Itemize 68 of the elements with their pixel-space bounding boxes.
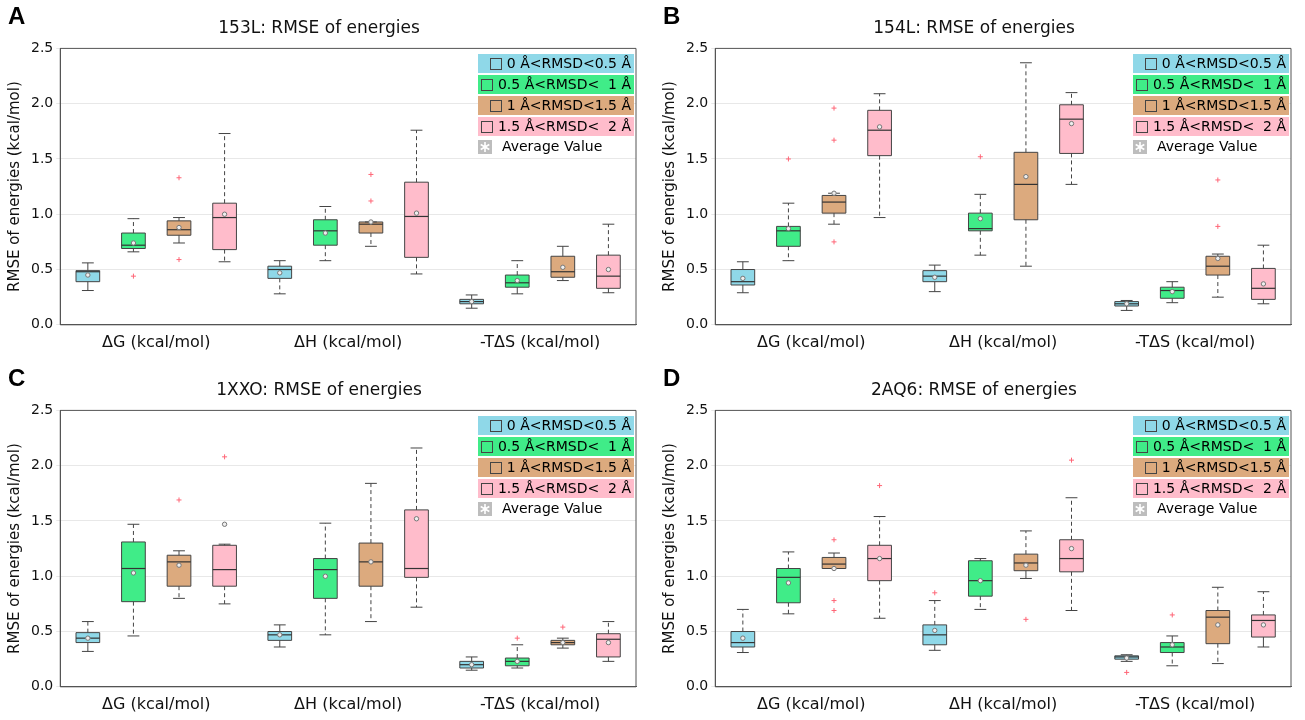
annotation: Average Value	[1156, 500, 1258, 518]
y-tick-label: 1.0	[686, 566, 709, 583]
x-tick-label: ΔH (kcal/mol)	[949, 693, 1058, 713]
legend-label: 0 Å<RMSD<0.5 Å	[506, 55, 631, 73]
x-tick-label: ΔG (kcal/mol)	[102, 331, 211, 351]
y-axis-title: RMSE of energies (kcal/mol)	[659, 81, 678, 292]
y-tick-label: 0.0	[686, 315, 709, 332]
chart-title: 2AQ6: RMSE of energies	[871, 378, 1078, 399]
x-tick-label: ΔG (kcal/mol)	[757, 693, 866, 713]
y-tick-label: 2.5	[686, 39, 709, 56]
y-tick-label: 0.5	[31, 260, 54, 277]
y-tick-label: 1.0	[31, 204, 54, 221]
legend-label: 1.5 Å<RMSD< 2 Å	[1152, 480, 1286, 498]
legend-label: 0.5 Å<RMSD< 1 Å	[1152, 76, 1286, 94]
y-axis-title: RMSE of energies (kcal/mol)	[4, 443, 23, 654]
annotation: Average Value	[501, 500, 603, 518]
x-tick-label: ΔH (kcal/mol)	[294, 331, 403, 351]
y-tick-label: 1.5	[31, 149, 54, 166]
legend-label: 1 Å<RMSD<1.5 Å	[1161, 97, 1286, 115]
y-tick-label: 0.0	[31, 677, 54, 694]
x-tick-label: ΔG (kcal/mol)	[757, 331, 866, 351]
y-axis-title: RMSE of energies (kcal/mol)	[659, 443, 678, 654]
text: C	[8, 364, 26, 392]
y-tick-label: 2.5	[31, 39, 54, 56]
text: A	[8, 2, 26, 30]
y-tick-label: 2.0	[686, 94, 709, 111]
x-tick-label: -TΔS (kcal/mol)	[479, 693, 601, 713]
chart-title: 1XXO: RMSE of energies	[216, 378, 422, 399]
x-tick-label: -TΔS (kcal/mol)	[1134, 693, 1256, 713]
chart-title: 154L: RMSE of energies	[873, 16, 1075, 37]
x-tick-label: ΔG (kcal/mol)	[102, 693, 211, 713]
y-tick-label: 2.0	[31, 456, 54, 473]
legend-label: 1 Å<RMSD<1.5 Å	[506, 459, 631, 477]
legend-label: 1.5 Å<RMSD< 2 Å	[1152, 118, 1286, 136]
y-tick-label: 0.0	[31, 315, 54, 332]
legend-label: 0 Å<RMSD<0.5 Å	[1161, 417, 1286, 435]
text: D	[663, 364, 681, 392]
legend-label: 1.5 Å<RMSD< 2 Å	[497, 480, 631, 498]
annotation: Average Value	[1156, 138, 1258, 156]
legend-label: 0.5 Å<RMSD< 1 Å	[497, 438, 631, 456]
chart-title: 153L: RMSE of energies	[218, 16, 420, 37]
x-tick-label: -TΔS (kcal/mol)	[1134, 331, 1256, 351]
y-tick-label: 0.5	[686, 622, 709, 639]
x-tick-label: -TΔS (kcal/mol)	[479, 331, 601, 351]
y-tick-label: 0.5	[686, 260, 709, 277]
legend-label: 1 Å<RMSD<1.5 Å	[1161, 459, 1286, 477]
legend-label: 1.5 Å<RMSD< 2 Å	[497, 118, 631, 136]
y-tick-label: 2.5	[31, 401, 54, 418]
y-tick-label: 2.0	[686, 456, 709, 473]
legend-label: 0 Å<RMSD<0.5 Å	[1161, 55, 1286, 73]
text: B	[663, 2, 681, 30]
y-tick-label: 0.5	[31, 622, 54, 639]
legend-label: 0 Å<RMSD<0.5 Å	[506, 417, 631, 435]
y-tick-label: 2.0	[31, 94, 54, 111]
y-tick-label: 1.0	[686, 204, 709, 221]
y-tick-label: 1.5	[31, 511, 54, 528]
annotation: Average Value	[501, 138, 603, 156]
legend-label: 1 Å<RMSD<1.5 Å	[506, 97, 631, 115]
legend-label: 0.5 Å<RMSD< 1 Å	[497, 76, 631, 94]
y-tick-label: 0.0	[686, 677, 709, 694]
x-tick-label: ΔH (kcal/mol)	[294, 693, 403, 713]
y-tick-label: 2.5	[686, 401, 709, 418]
y-tick-label: 1.5	[686, 511, 709, 528]
y-tick-label: 1.0	[31, 566, 54, 583]
legend-label: 0.5 Å<RMSD< 1 Å	[1152, 438, 1286, 456]
y-axis-title: RMSE of energies (kcal/mol)	[4, 81, 23, 292]
y-tick-label: 1.5	[686, 149, 709, 166]
x-tick-label: ΔH (kcal/mol)	[949, 331, 1058, 351]
